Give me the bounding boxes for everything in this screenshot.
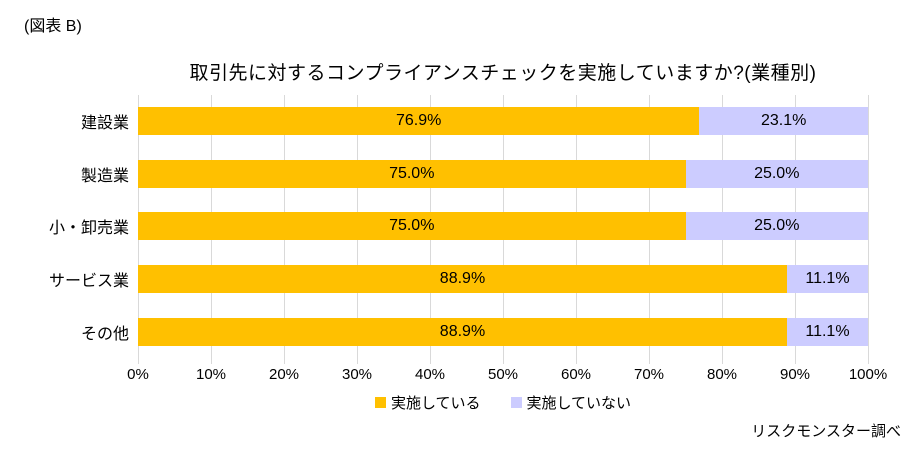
x-tick-label: 20%: [268, 366, 300, 383]
bar-row: サービス業 88.9% 11.1%: [49, 253, 868, 306]
x-tick-label: 10%: [195, 366, 227, 383]
x-tick-label: 60%: [560, 366, 592, 383]
bar-value-label: 25.0%: [754, 164, 800, 182]
bar-value-label: 11.1%: [805, 270, 850, 288]
x-tick-label: 40%: [414, 366, 446, 383]
category-label: その他: [80, 325, 129, 343]
x-tick-label: 70%: [633, 366, 665, 383]
bar-value-label: 88.9%: [439, 322, 486, 340]
x-tick-label: 80%: [706, 366, 738, 383]
bar-segment-not-implemented: 11.1%: [786, 265, 868, 294]
figure-label: (図表 B): [24, 18, 82, 35]
x-tick-label: 50%: [487, 366, 519, 383]
bar-segment-not-implemented: 25.0%: [685, 212, 868, 241]
stacked-bar: 75.0% 25.0%: [138, 159, 868, 188]
chart-title: 取引先に対するコンプライアンスチェックを実施していますか?(業種別): [189, 63, 817, 84]
bar-value-label: 76.9%: [395, 112, 442, 130]
x-tick-label: 100%: [848, 366, 888, 383]
stacked-bar: 88.9% 11.1%: [138, 265, 868, 294]
x-tick-label: 30%: [341, 366, 373, 383]
stacked-bar: 76.9% 23.1%: [138, 107, 868, 136]
category-label: 製造業: [80, 167, 129, 185]
bar-segment-implemented: 76.9%: [138, 107, 700, 136]
bar-row: 製造業 75.0% 25.0%: [81, 148, 868, 201]
stacked-bar: 88.9% 11.1%: [138, 317, 868, 346]
bar-segment-implemented: 88.9%: [138, 265, 787, 294]
legend-label: 実施していない: [526, 395, 632, 412]
bar-row: 建設業 76.9% 23.1%: [81, 95, 868, 148]
stacked-bar: 75.0% 25.0%: [138, 212, 868, 241]
bar-row: その他 88.9% 11.1%: [81, 305, 868, 358]
bar-segment-not-implemented: 11.1%: [786, 317, 868, 346]
bar-value-label: 75.0%: [389, 164, 435, 182]
source-note: リスクモンスター調べ: [751, 423, 901, 440]
x-tick-label: 0%: [127, 366, 149, 383]
x-tick-label: 90%: [779, 366, 811, 383]
bar-segment-implemented: 88.9%: [138, 317, 787, 346]
plot-area: 建設業 76.9% 23.1% 製造業 75.0% 25.0% 小・卸売業 75.0% 25.0…: [49, 95, 869, 364]
bar-segment-implemented: 75.0%: [138, 212, 686, 241]
x-axis: 0% 10% 20% 30% 40% 50% 60% 70% 80% 90% 100%: [127, 366, 887, 386]
bar-segment-not-implemented: 23.1%: [699, 107, 868, 136]
bar-value-label: 23.1%: [760, 112, 807, 130]
category-label: 小・卸売業: [48, 220, 129, 238]
category-label: サービス業: [48, 273, 129, 291]
bar-value-label: 88.9%: [439, 270, 486, 288]
legend-item-implemented: 実施している: [374, 392, 481, 413]
bar-row: 小・卸売業 75.0% 25.0%: [49, 200, 868, 253]
legend-swatch: [510, 397, 522, 408]
bar-value-label: 11.1%: [805, 322, 850, 340]
legend-swatch: [374, 397, 386, 408]
category-label: 建設業: [80, 115, 129, 133]
bar-segment-not-implemented: 25.0%: [685, 159, 868, 188]
bar-value-label: 75.0%: [389, 217, 435, 235]
bar-value-label: 25.0%: [754, 217, 800, 235]
legend: 実施している 実施していない: [138, 392, 868, 413]
gridline: [868, 95, 869, 364]
legend-item-not-implemented: 実施していない: [510, 392, 632, 413]
bar-segment-implemented: 75.0%: [138, 159, 686, 188]
legend-label: 実施している: [390, 395, 481, 412]
